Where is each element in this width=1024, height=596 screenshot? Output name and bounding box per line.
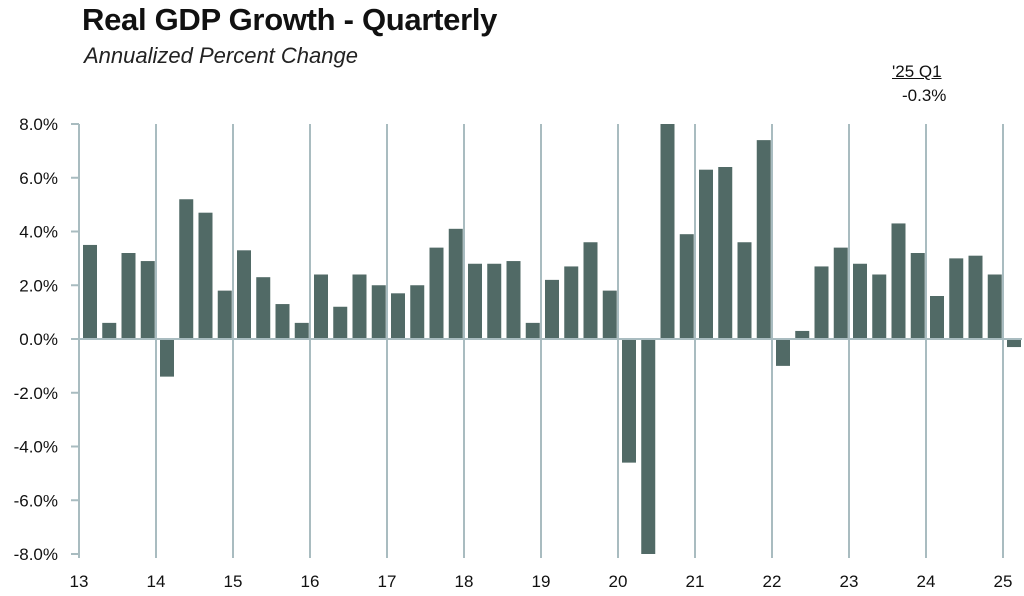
- bar-2025-q1: [1007, 339, 1021, 348]
- y-tick-label: 8.0%: [19, 115, 58, 134]
- bar-2016-q1: [314, 274, 328, 339]
- bar-2018-q1: [468, 263, 482, 339]
- x-tick-label: 17: [378, 572, 397, 591]
- x-tick-label: 24: [917, 572, 936, 591]
- annotation-label: '25 Q1: [892, 62, 942, 81]
- bar-2022-q4: [833, 247, 848, 339]
- bar-2016-q3: [352, 274, 367, 339]
- y-tick-label: 6.0%: [19, 169, 58, 188]
- bar-2016-q4: [371, 285, 386, 339]
- x-tick-label: 18: [455, 572, 474, 591]
- bar-2023-q4: [910, 253, 925, 339]
- bar-2015-q3: [275, 304, 290, 339]
- x-tick-label: 14: [147, 572, 166, 591]
- bar-2020-q1: [622, 339, 636, 463]
- bar-2023-q2: [872, 274, 887, 339]
- x-tick-label: 16: [301, 572, 320, 591]
- bar-2013-q3: [121, 253, 136, 339]
- bar-2015-q4: [294, 322, 309, 339]
- bar-2024-q2: [949, 258, 964, 339]
- bar-2023-q1: [853, 263, 867, 339]
- chart-subtitle: Annualized Percent Change: [84, 43, 358, 68]
- x-tick-label: 20: [609, 572, 628, 591]
- bar-2020-q4: [679, 234, 694, 339]
- bar-2024-q1: [930, 296, 944, 339]
- x-tick-label: 13: [70, 572, 89, 591]
- bar-2014-q4: [217, 290, 232, 339]
- bar-2014-q1: [160, 339, 174, 377]
- y-tick-label: 2.0%: [19, 276, 58, 295]
- bar-2022-q1: [776, 339, 790, 366]
- bar-2022-q3: [814, 266, 829, 339]
- bar-2019-q4: [602, 290, 617, 339]
- bar-2016-q2: [333, 306, 348, 339]
- bar-2024-q4: [987, 274, 1002, 339]
- bar-2021-q1: [699, 169, 713, 339]
- bar-2017-q4: [448, 228, 463, 339]
- x-tick-label: 21: [686, 572, 705, 591]
- bar-2018-q2: [487, 263, 502, 339]
- bar-2024-q3: [968, 255, 983, 339]
- bar-2017-q3: [429, 247, 444, 339]
- y-tick-label: -8.0%: [14, 545, 58, 564]
- bar-2017-q1: [391, 293, 405, 339]
- annotation-value: -0.3%: [902, 86, 947, 105]
- bar-2015-q2: [256, 277, 271, 339]
- bar-2018-q3: [506, 261, 521, 339]
- bar-2014-q2: [179, 199, 194, 339]
- x-tick-label: 23: [840, 572, 859, 591]
- bar-2021-q3: [737, 242, 752, 339]
- bar-2017-q2: [410, 285, 425, 339]
- bar-2013-q2: [102, 322, 117, 339]
- y-tick-label: 0.0%: [19, 330, 58, 349]
- bar-2020-q2: [641, 339, 656, 554]
- y-tick-label: 4.0%: [19, 223, 58, 242]
- bar-2021-q2: [718, 167, 733, 339]
- bar-2018-q4: [525, 322, 540, 339]
- chart-title: Real GDP Growth - Quarterly: [82, 2, 498, 37]
- x-tick-label: 25: [994, 572, 1013, 591]
- y-tick-label: -2.0%: [14, 384, 58, 403]
- y-tick-label: -6.0%: [14, 491, 58, 510]
- bar-2014-q3: [198, 212, 213, 339]
- x-tick-label: 15: [224, 572, 243, 591]
- bar-2015-q1: [237, 250, 251, 339]
- bar-2019-q2: [564, 266, 579, 339]
- bar-2023-q3: [891, 223, 906, 339]
- x-tick-label: 22: [763, 572, 782, 591]
- bar-2019-q3: [583, 242, 598, 339]
- x-tick-label: 19: [532, 572, 551, 591]
- bar-2013-q4: [140, 261, 155, 339]
- bar-2020-q3: [660, 124, 675, 339]
- bar-2021-q4: [756, 140, 771, 339]
- y-tick-label: -4.0%: [14, 438, 58, 457]
- bar-2019-q1: [545, 279, 559, 339]
- bar-2013-q1: [83, 244, 97, 339]
- bar-2022-q2: [795, 330, 810, 339]
